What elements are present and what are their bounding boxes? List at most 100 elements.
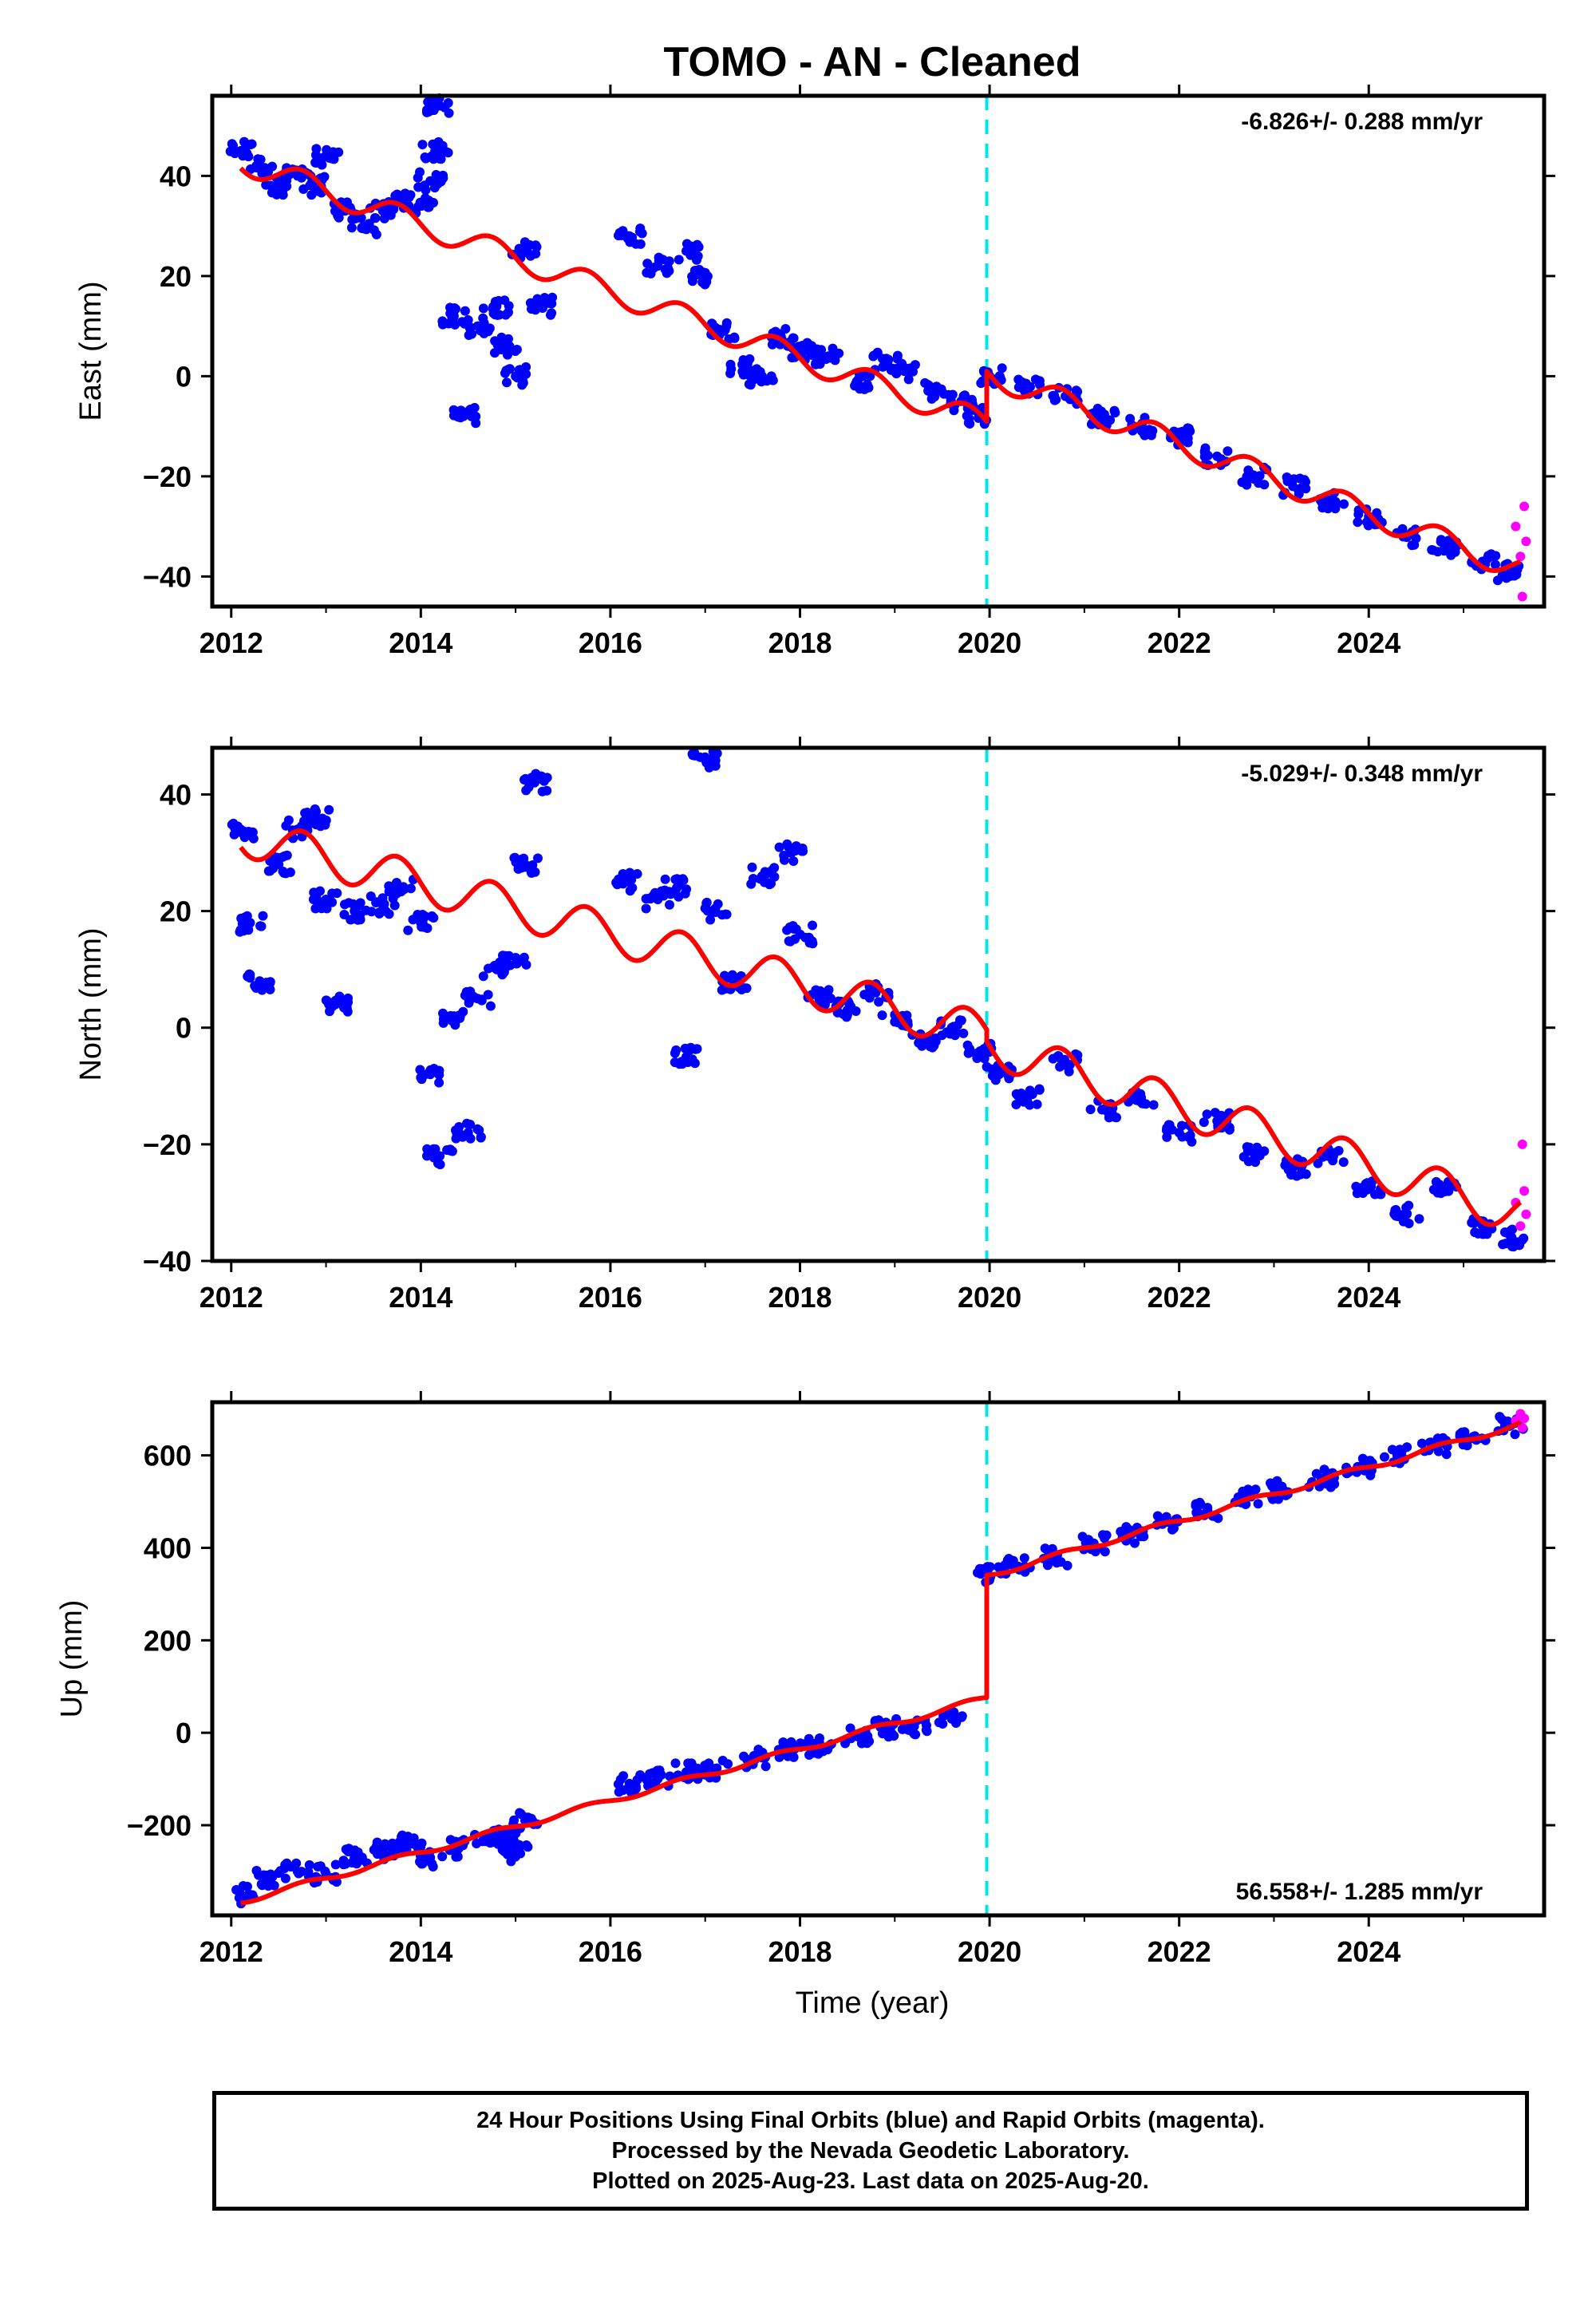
final-point (282, 176, 292, 186)
final-point (422, 105, 432, 115)
final-point (1243, 465, 1254, 476)
final-point (324, 804, 334, 815)
final-point (389, 887, 399, 896)
final-point (1515, 1240, 1524, 1251)
final-point (266, 180, 276, 191)
x-tick-label: 2020 (958, 626, 1021, 659)
final-point (994, 1069, 1004, 1080)
final-point (239, 926, 249, 936)
final-point (327, 888, 338, 899)
final-point (497, 1844, 508, 1855)
final-point (1022, 1093, 1033, 1103)
final-point (448, 405, 459, 415)
final-point (710, 756, 721, 765)
final-point (531, 240, 541, 251)
final-point (372, 1837, 382, 1848)
final-point (338, 1860, 349, 1870)
rapid-point (1517, 591, 1527, 602)
final-point (1440, 541, 1450, 551)
final-point (985, 1562, 995, 1572)
final-point (464, 330, 474, 340)
final-point (264, 1873, 275, 1883)
final-point (428, 96, 438, 106)
final-point (526, 867, 536, 877)
y-tick-label: −20 (143, 1128, 192, 1161)
final-point (806, 350, 816, 360)
rapid-point (1521, 536, 1531, 547)
final-point (681, 246, 691, 256)
final-point (280, 1860, 290, 1870)
y-tick-label: −200 (127, 1809, 192, 1842)
final-point (463, 315, 473, 325)
rapid-point (1515, 551, 1526, 562)
final-point (510, 346, 520, 356)
final-point (1199, 1117, 1209, 1128)
final-point (533, 853, 543, 864)
final-point (936, 384, 946, 394)
final-point (1061, 1057, 1071, 1068)
y-tick-label: 0 (176, 1717, 192, 1749)
final-point (997, 363, 1007, 373)
final-point (247, 827, 258, 837)
final-point (247, 139, 257, 149)
final-point (425, 1069, 436, 1080)
final-point (1397, 524, 1408, 534)
y-tick-label: 20 (160, 260, 192, 293)
final-point (346, 223, 357, 233)
final-point (701, 898, 712, 908)
final-point (1022, 381, 1033, 391)
final-point (911, 1729, 921, 1740)
final-point (321, 895, 331, 904)
final-point (500, 959, 511, 970)
final-point (613, 1779, 623, 1789)
final-point (509, 853, 519, 863)
final-point (369, 213, 380, 223)
final-point (1174, 1128, 1184, 1138)
x-tick-label: 2014 (389, 1281, 452, 1314)
final-point (785, 848, 796, 858)
final-point (1506, 1232, 1516, 1243)
final-point (665, 899, 674, 910)
final-point (1104, 1113, 1114, 1123)
final-point (663, 256, 674, 267)
final-point (235, 824, 246, 835)
final-point (330, 206, 340, 216)
final-point (1380, 1452, 1389, 1462)
final-point (1317, 503, 1328, 513)
final-point (350, 906, 360, 916)
x-tick-label: 2016 (579, 1935, 642, 1968)
final-point (1032, 1099, 1042, 1109)
final-point (816, 345, 827, 355)
final-point (458, 1006, 468, 1017)
panel-north: 2012 2014 2016 2018 2020 2022 2024 −40 −20 0 20 40 N… (74, 737, 1555, 1314)
final-point (671, 1045, 681, 1055)
final-point (416, 918, 426, 928)
final-point (421, 153, 431, 164)
final-point (472, 1124, 483, 1134)
final-point (681, 1767, 691, 1777)
final-point (494, 310, 504, 320)
final-point (1148, 425, 1158, 436)
final-point (435, 1151, 445, 1161)
panel-east: 2012 2014 2016 2018 2020 2022 2024 −40 −20 0 20 40 E… (74, 85, 1555, 659)
x-tick-label: 2022 (1148, 1281, 1211, 1314)
final-point (958, 1028, 969, 1038)
final-point (972, 1053, 982, 1063)
final-point (1213, 1513, 1223, 1524)
final-point (1325, 1151, 1336, 1161)
final-point (709, 906, 720, 916)
final-point (511, 1848, 521, 1858)
final-point (719, 326, 729, 336)
final-point (465, 1120, 476, 1129)
velocity-rate-label: 56.558+/- 1.285 mm/yr (1236, 1879, 1483, 1905)
final-point (624, 1778, 634, 1788)
figure-title: TOMO - AN - Cleaned (664, 39, 1081, 85)
final-point (747, 862, 757, 872)
rapid-point (1519, 1413, 1530, 1424)
final-point (397, 883, 407, 893)
final-point (1098, 411, 1108, 421)
x-tick-label: 2024 (1337, 1281, 1400, 1314)
final-point (1280, 1160, 1290, 1170)
final-point (1034, 376, 1045, 386)
